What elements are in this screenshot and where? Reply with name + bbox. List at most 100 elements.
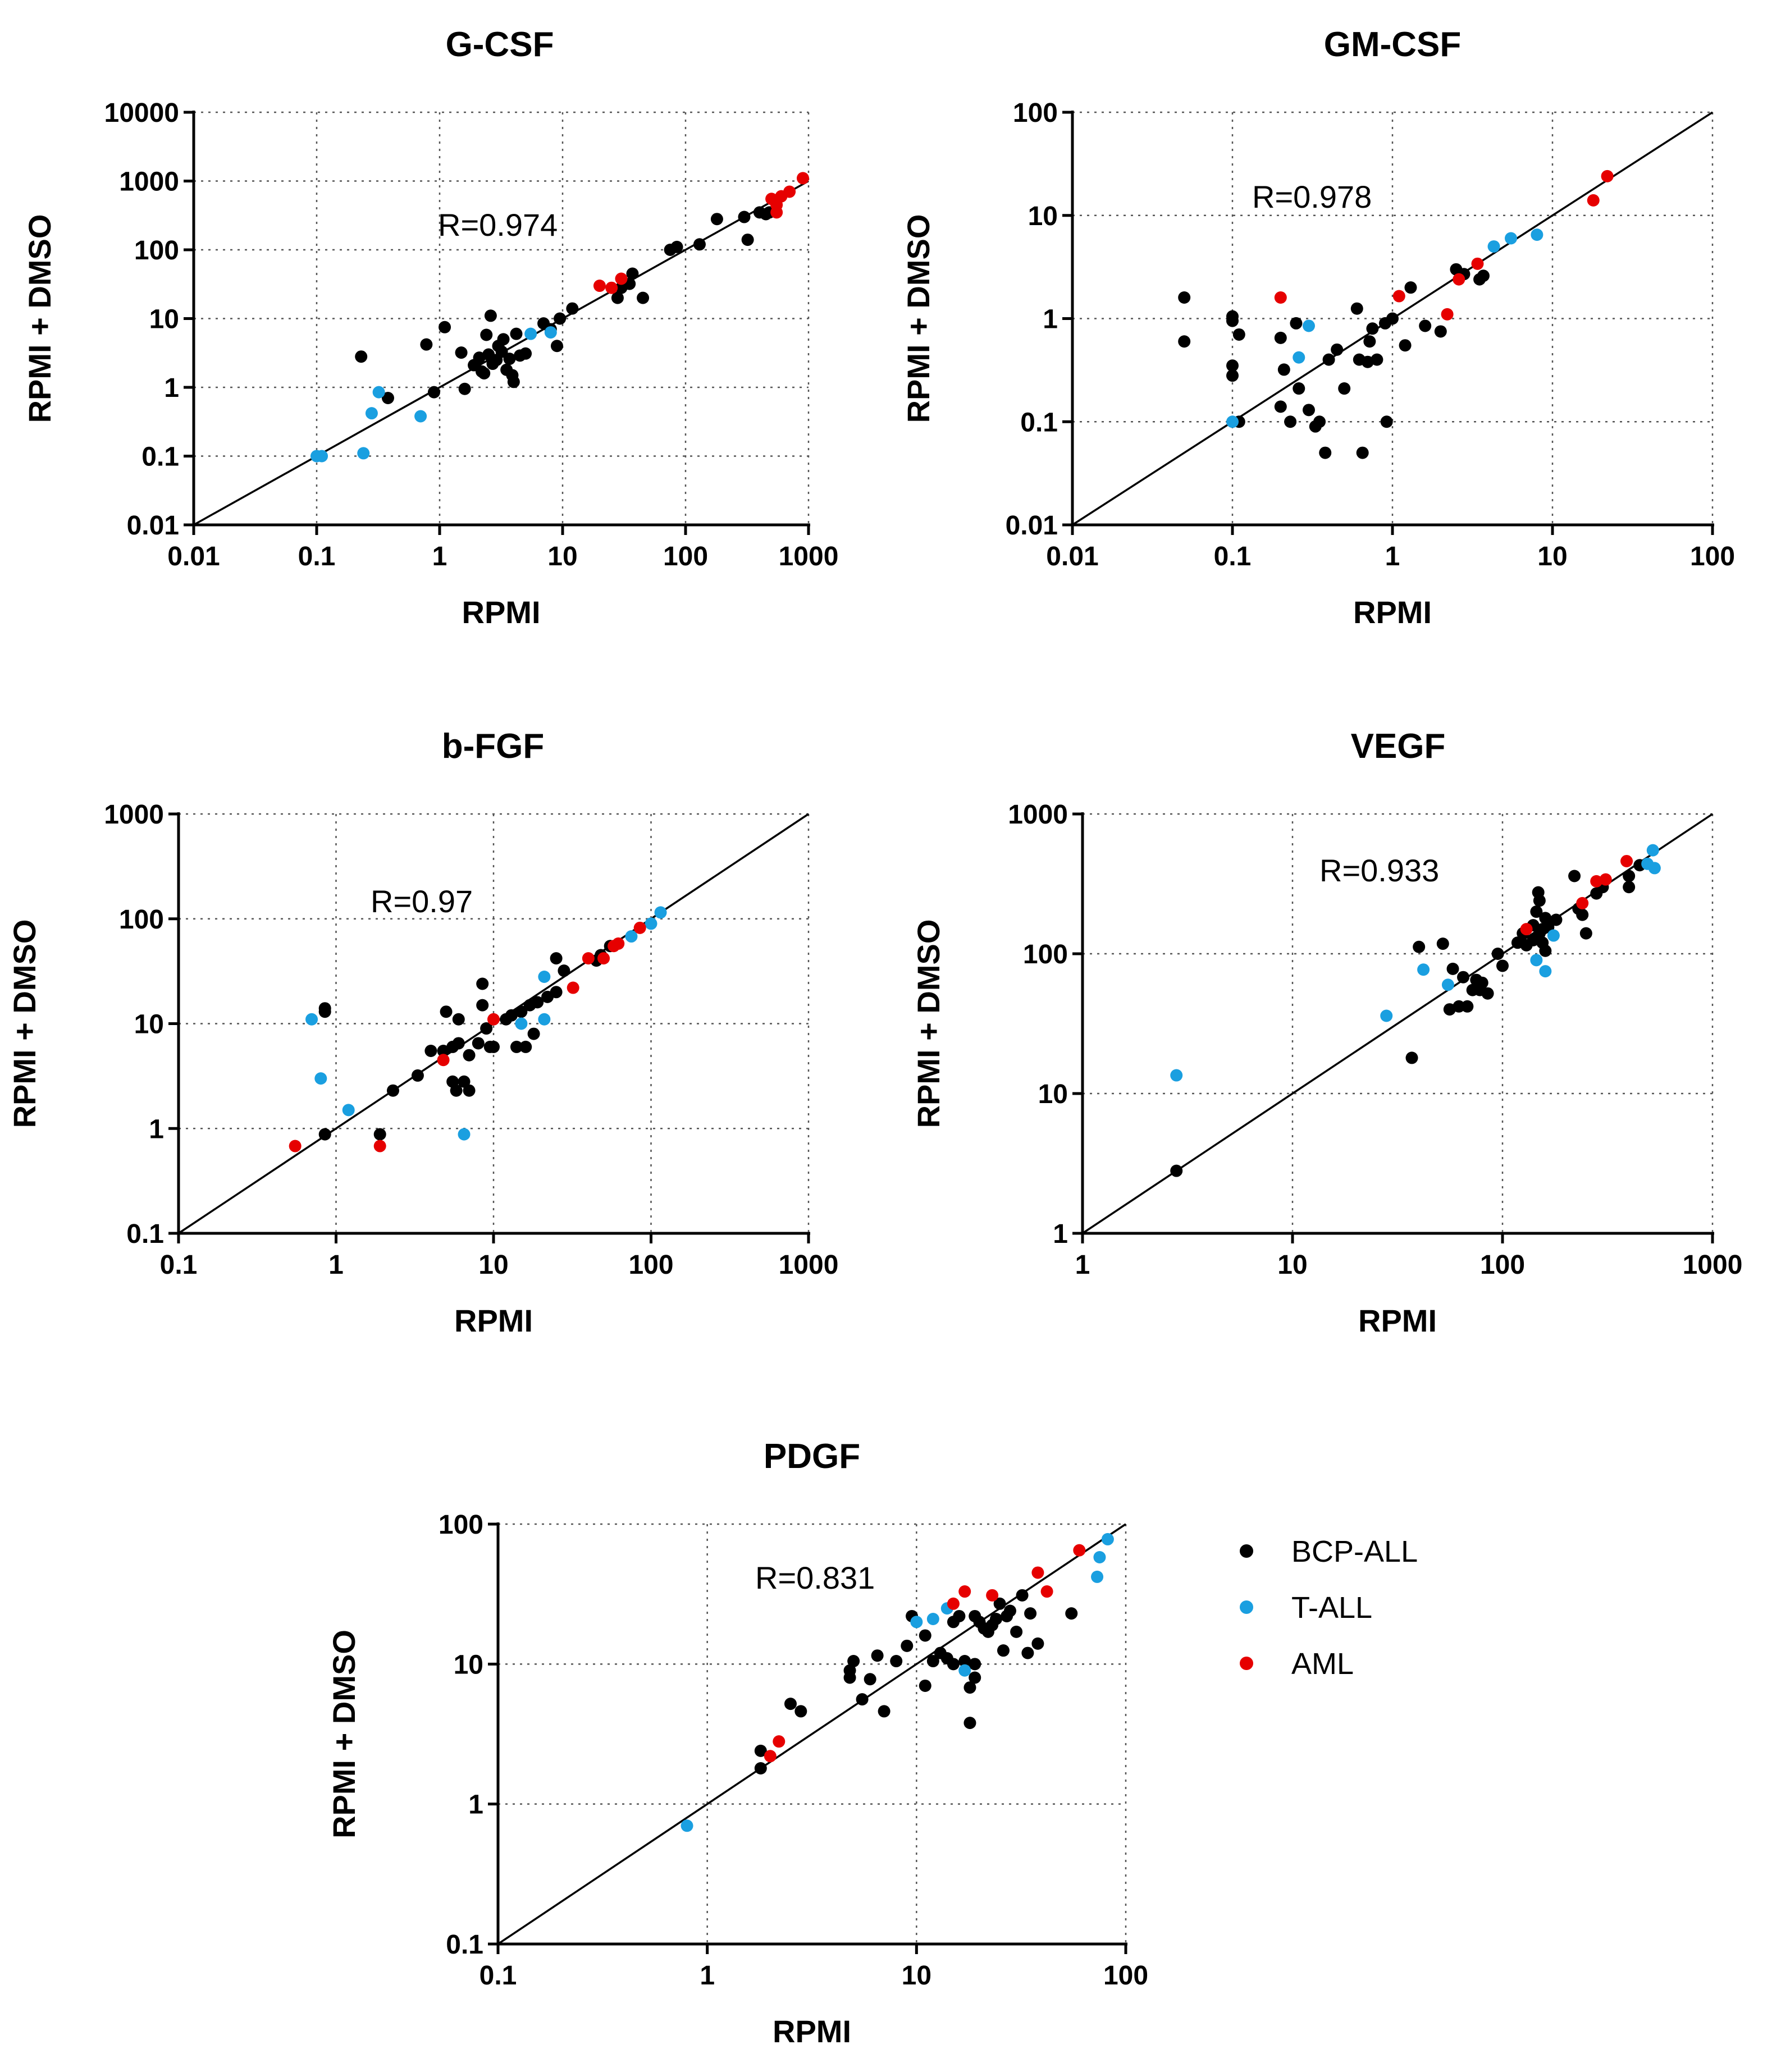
data-point-bcp-all [1491, 948, 1504, 960]
data-point-aml [289, 1140, 302, 1152]
x-tick-label: 100 [663, 542, 708, 571]
data-point-bcp-all [1226, 314, 1239, 327]
data-point-aml [986, 1589, 999, 1602]
data-point-t-all [1441, 978, 1454, 991]
data-point-t-all [681, 1819, 693, 1832]
data-point-bcp-all [1434, 325, 1447, 338]
y-tick-label: 100 [439, 1510, 483, 1540]
chart-panel-bfgf: 0.1 1 10 100 1000 0.1 1 10 100 1000 b-FGF RPMI RPMI … [7, 727, 838, 1338]
data-point-bcp-all [1477, 269, 1490, 282]
data-point-bcp-all [507, 376, 520, 388]
data-point-bcp-all [439, 321, 451, 333]
chart-title: G-CSF [446, 25, 554, 64]
data-point-bcp-all [754, 1744, 767, 1757]
data-point-t-all [538, 970, 551, 983]
data-point-bcp-all [1024, 1607, 1037, 1620]
data-point-bcp-all [484, 309, 497, 322]
data-point-aml [615, 272, 628, 285]
data-point-bcp-all [497, 333, 510, 346]
data-point-bcp-all [1016, 1589, 1029, 1602]
data-point-aml [1587, 194, 1600, 207]
data-point-bcp-all [566, 302, 579, 315]
data-point-bcp-all [1443, 1003, 1456, 1016]
data-point-t-all [515, 1017, 528, 1030]
data-point-bcp-all [1274, 331, 1287, 344]
y-tick-label: 10 [1028, 202, 1058, 231]
x-tick-label: 1 [700, 1961, 715, 1991]
x-tick-label: 1000 [779, 1250, 839, 1280]
data-point-t-all [414, 410, 427, 423]
data-point-bcp-all [452, 1013, 465, 1026]
data-point-bcp-all [1302, 404, 1315, 417]
y-tick-label: 1000 [119, 167, 179, 197]
legend-label: T-ALL [1291, 1591, 1372, 1625]
data-point-aml [1590, 875, 1603, 888]
data-point-bcp-all [901, 1639, 914, 1652]
data-point-bcp-all [1293, 382, 1305, 395]
data-point-aml [1392, 290, 1405, 303]
data-point-bcp-all [1361, 355, 1374, 368]
chart-title: b-FGF [442, 727, 545, 766]
data-point-bcp-all [1331, 343, 1344, 356]
data-point-bcp-all [318, 1005, 331, 1018]
x-axis-label: RPMI [1353, 594, 1432, 630]
data-point-t-all [314, 1072, 327, 1085]
data-point-bcp-all [871, 1649, 884, 1662]
data-point-aml [773, 1735, 786, 1748]
data-point-bcp-all [1568, 870, 1581, 882]
data-point-bcp-all [1550, 913, 1563, 926]
data-point-aml [1040, 1585, 1053, 1598]
data-point-bcp-all [1476, 976, 1488, 989]
data-point-aml [633, 921, 646, 934]
correlation-annotation: R=0.831 [755, 1560, 875, 1595]
x-axis-label: RPMI [462, 594, 541, 630]
data-point-bcp-all [1405, 1051, 1418, 1064]
y-tick-label: 0.1 [126, 1219, 164, 1249]
data-point-bcp-all [1623, 881, 1636, 894]
x-tick-label: 100 [628, 1250, 673, 1280]
data-point-bcp-all [1356, 446, 1369, 459]
data-point-bcp-all [990, 1612, 1003, 1625]
data-point-bcp-all [784, 1698, 797, 1710]
y-tick-label: 0.1 [141, 442, 179, 472]
data-point-bcp-all [864, 1673, 876, 1686]
data-point-bcp-all [670, 240, 683, 253]
legend-marker [1240, 1600, 1253, 1614]
data-point-t-all [926, 1612, 939, 1625]
x-tick-label: 10 [1537, 542, 1567, 571]
data-point-bcp-all [741, 234, 754, 246]
data-point-aml [1453, 273, 1465, 286]
y-tick-label: 0.1 [446, 1930, 483, 1960]
data-point-bcp-all [693, 238, 706, 251]
data-point-bcp-all [487, 1040, 500, 1053]
data-point-t-all [316, 450, 328, 463]
data-point-bcp-all [1350, 302, 1363, 315]
x-axis-label: RPMI [773, 2014, 851, 2049]
data-point-aml [764, 1750, 777, 1763]
y-tick-label: 10000 [104, 98, 179, 128]
data-point-bcp-all [503, 353, 516, 365]
data-point-aml [1520, 923, 1533, 936]
x-tick-label: 100 [1480, 1250, 1525, 1280]
data-point-bcp-all [856, 1693, 869, 1706]
x-tick-label: 1 [328, 1250, 344, 1280]
y-tick-label: 10 [134, 1010, 164, 1040]
data-point-bcp-all [472, 1037, 485, 1050]
data-point-bcp-all [738, 211, 751, 223]
chart-title: PDGF [764, 1437, 860, 1476]
data-point-bcp-all [1274, 400, 1287, 413]
data-point-bcp-all [476, 977, 489, 990]
data-point-bcp-all [458, 382, 471, 395]
data-point-aml [373, 1140, 386, 1152]
data-point-t-all [538, 1013, 551, 1026]
data-point-bcp-all [455, 346, 468, 359]
data-point-bcp-all [527, 1027, 540, 1040]
data-point-bcp-all [1386, 312, 1399, 325]
data-point-aml [582, 952, 595, 965]
data-point-bcp-all [1404, 281, 1417, 294]
data-point-bcp-all [452, 1037, 465, 1050]
data-point-bcp-all [550, 952, 563, 965]
data-point-bcp-all [1461, 1000, 1474, 1013]
data-point-bcp-all [1481, 987, 1494, 1000]
